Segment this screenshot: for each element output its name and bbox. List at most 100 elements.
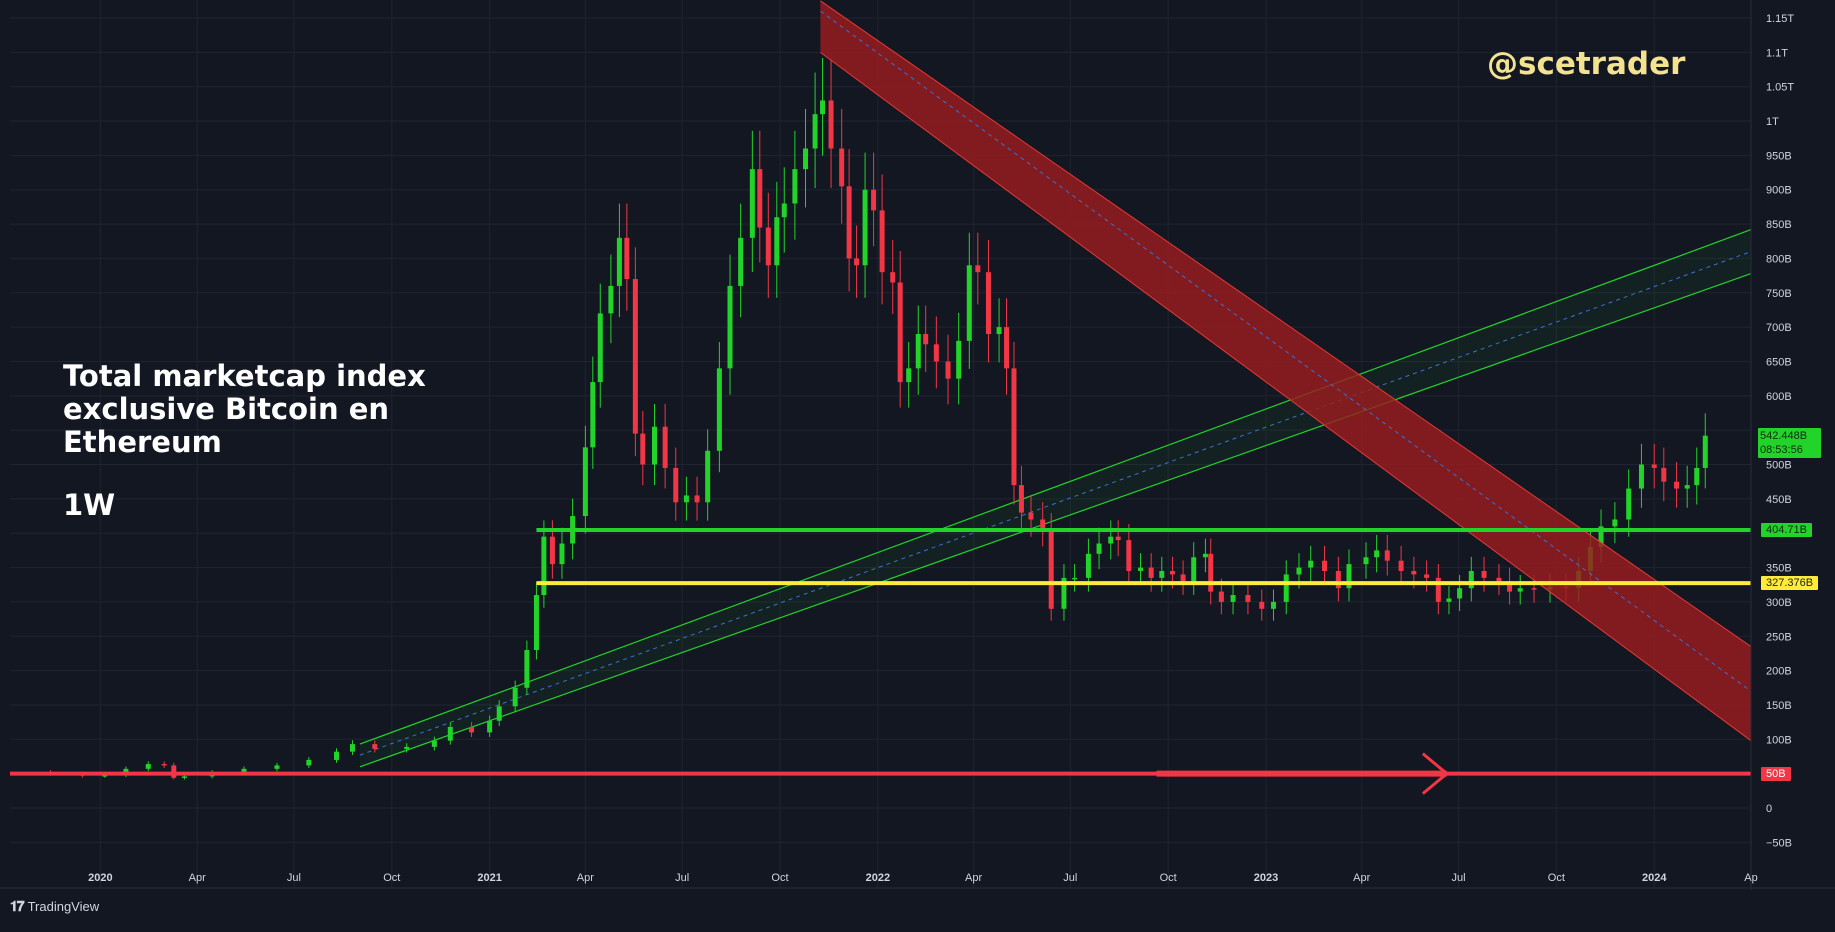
candle-body xyxy=(1496,577,1502,582)
tradingview-brand[interactable]: 𝟏𝟕 TradingView xyxy=(10,898,99,915)
candle-body xyxy=(1138,567,1144,571)
time-axis-tick: Apr xyxy=(965,872,982,884)
candle-body xyxy=(1283,574,1289,602)
brand-name: TradingView xyxy=(27,899,100,914)
candle-body xyxy=(975,265,981,273)
candle-body xyxy=(1651,464,1657,468)
candle-body xyxy=(1598,526,1604,547)
candle-body xyxy=(102,775,108,777)
candle-body xyxy=(1517,588,1523,592)
price-axis-tick: 350B xyxy=(1766,563,1792,575)
candle-body xyxy=(496,706,502,721)
candle-body xyxy=(1411,571,1417,575)
time-axis-tick: Apr xyxy=(1353,872,1370,884)
candle-body xyxy=(624,237,630,280)
candle-body xyxy=(1169,571,1175,575)
candle-body xyxy=(349,744,355,752)
candle-body xyxy=(1346,564,1352,589)
candle-body xyxy=(839,148,845,187)
candle-body xyxy=(705,450,711,503)
candle-body xyxy=(1004,327,1010,369)
candle-body xyxy=(1270,601,1276,609)
candle-body xyxy=(1661,467,1667,482)
candle-body xyxy=(447,726,453,741)
price-axis-tick: 300B xyxy=(1766,597,1792,609)
price-axis-tick: 200B xyxy=(1766,666,1792,678)
candle-body xyxy=(1384,550,1390,561)
candle-body xyxy=(1296,567,1302,575)
candle-body xyxy=(1694,467,1700,486)
time-axis-tick: 2023 xyxy=(1254,872,1278,884)
price-axis-tick: −50B xyxy=(1766,837,1792,849)
candle-body xyxy=(694,495,700,503)
bar-countdown: 08:53:56 xyxy=(1760,444,1803,456)
last-price-value: 542.448B xyxy=(1760,430,1808,442)
candle-body xyxy=(1424,574,1430,578)
candle-body xyxy=(1202,553,1208,558)
candle-body xyxy=(1245,595,1251,602)
level-label-green: 404.71B xyxy=(1761,523,1812,537)
candle-body xyxy=(1108,536,1114,544)
candle-body xyxy=(640,433,646,465)
candle-body xyxy=(1191,557,1197,582)
candle-body xyxy=(1702,435,1708,468)
price-axis-tick: 500B xyxy=(1766,460,1792,472)
candle-body xyxy=(1011,368,1017,486)
time-axis-tick: Oct xyxy=(383,872,400,884)
candle-body xyxy=(915,334,921,369)
candle-body xyxy=(897,282,903,383)
price-axis-tick: 1.05T xyxy=(1766,82,1794,94)
candle-body xyxy=(862,189,868,266)
candle-body xyxy=(820,100,826,115)
up-channel-upper xyxy=(359,229,1752,745)
candle-body xyxy=(1018,485,1024,513)
time-axis-tick: 2020 xyxy=(88,872,112,884)
price-axis-tick: 150B xyxy=(1766,700,1792,712)
candle-body xyxy=(608,285,614,314)
candle-body xyxy=(1626,488,1632,520)
candle-body xyxy=(1040,519,1046,530)
candle-body xyxy=(1322,560,1328,571)
candle-body xyxy=(765,227,771,266)
candle-body xyxy=(1435,577,1441,602)
time-axis-tick: 2021 xyxy=(477,872,501,884)
candle-body xyxy=(846,186,852,259)
up-channel-mid xyxy=(359,251,1752,756)
candle-body xyxy=(632,279,638,434)
candle-body xyxy=(1638,464,1644,489)
title-line-2: exclusive Bitcoin en xyxy=(63,392,390,426)
candle-body xyxy=(181,776,187,778)
price-axis-tick: 1T xyxy=(1766,116,1779,128)
title-line-1: Total marketcap index xyxy=(63,359,426,393)
candles xyxy=(47,57,1708,780)
down-channel-mid xyxy=(820,10,1752,692)
candle-body xyxy=(524,650,530,688)
time-axis-tick: Jul xyxy=(287,872,301,884)
candle-body xyxy=(933,344,939,362)
candle-body xyxy=(161,764,167,766)
price-axis-tick: 0 xyxy=(1766,803,1772,815)
candle-body xyxy=(956,340,962,379)
candle-body xyxy=(774,217,780,266)
candle-body xyxy=(812,114,818,149)
price-axis-tick: 950B xyxy=(1766,150,1792,162)
candle-body xyxy=(431,740,437,747)
candle-body xyxy=(1072,577,1078,580)
candle-body xyxy=(1612,519,1618,527)
candle-body xyxy=(274,765,280,769)
candle-body xyxy=(1481,571,1487,578)
candle-body xyxy=(1335,571,1341,589)
time-axis-tick: Oct xyxy=(1160,872,1177,884)
chart-title: Total marketcap index exclusive Bitcoin … xyxy=(63,360,426,459)
price-axis-tick: 750B xyxy=(1766,288,1792,300)
candle-body xyxy=(241,768,247,773)
price-axis-tick: 250B xyxy=(1766,631,1792,643)
candle-body xyxy=(1061,577,1067,609)
down-channel-fill xyxy=(820,0,1751,741)
time-axis-tick: Jul xyxy=(1451,872,1465,884)
price-axis-tick: 100B xyxy=(1766,734,1792,746)
title-line-3: Ethereum xyxy=(63,425,222,459)
up-channel-lower xyxy=(359,272,1752,768)
